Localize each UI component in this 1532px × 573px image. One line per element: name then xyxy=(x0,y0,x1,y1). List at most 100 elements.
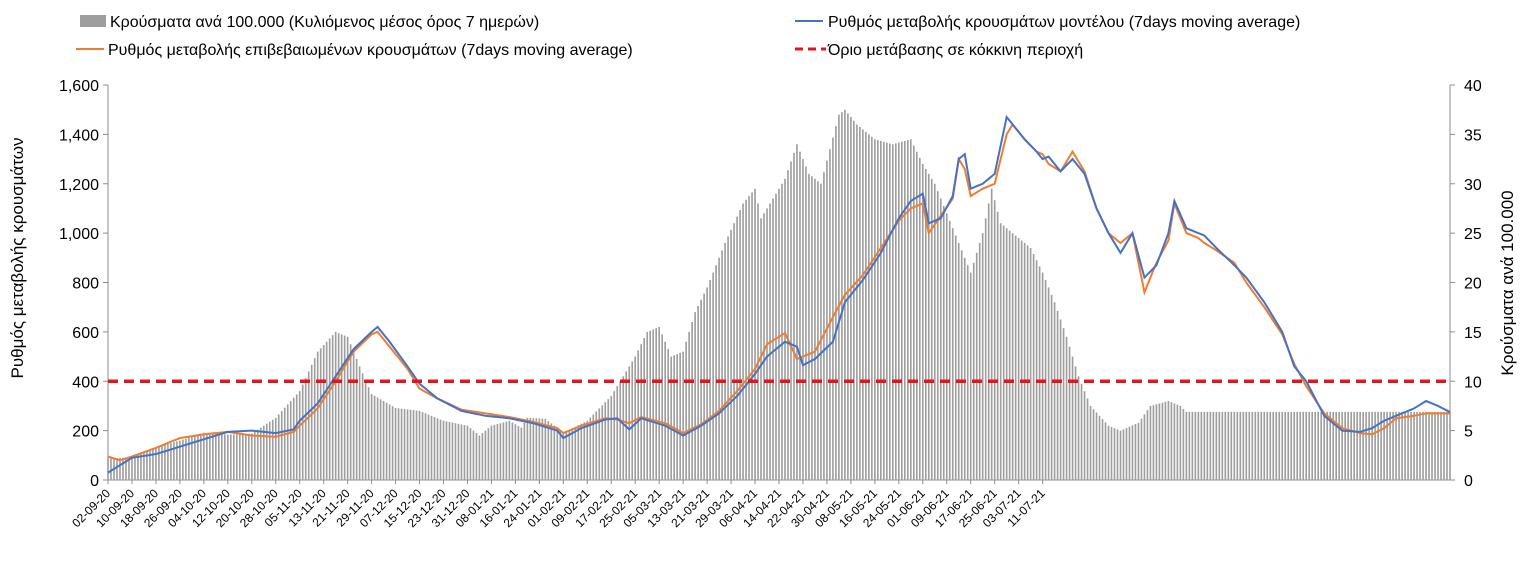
y-right-tick-label: 15 xyxy=(1464,325,1482,342)
bar xyxy=(262,425,265,480)
bar xyxy=(382,401,385,480)
bar xyxy=(1209,411,1212,480)
bar xyxy=(1035,260,1038,480)
bar xyxy=(379,399,382,480)
bar xyxy=(580,423,583,480)
bar xyxy=(388,404,391,480)
bar xyxy=(895,143,897,480)
bar xyxy=(283,407,286,480)
y-left-tick-label: 0 xyxy=(90,473,99,490)
bar xyxy=(1311,411,1314,480)
bar xyxy=(316,351,319,481)
bar xyxy=(1293,411,1296,480)
bar xyxy=(481,433,484,480)
bar xyxy=(268,421,271,480)
bar xyxy=(1278,411,1281,480)
y-right-tick-label: 35 xyxy=(1464,127,1482,144)
bar xyxy=(1287,411,1290,480)
bar xyxy=(523,422,526,480)
bar xyxy=(520,427,523,480)
bar xyxy=(838,114,840,481)
bar xyxy=(565,431,568,480)
legend-threshold-label: Όριο μετάβασης σε κόκκινη περιοχή xyxy=(827,42,1083,59)
bar xyxy=(784,178,786,480)
bar xyxy=(1146,410,1149,480)
bar xyxy=(490,425,493,480)
bar xyxy=(694,312,696,481)
bar xyxy=(457,423,460,480)
bar xyxy=(460,424,463,480)
bar xyxy=(912,145,915,481)
bar xyxy=(227,434,229,480)
bar xyxy=(1407,411,1409,480)
bar xyxy=(301,384,304,480)
bar xyxy=(954,235,957,480)
bar xyxy=(658,326,660,480)
bar xyxy=(724,243,726,480)
bar xyxy=(859,126,861,480)
bar xyxy=(1431,411,1433,480)
bar xyxy=(700,299,702,480)
bar xyxy=(1059,319,1062,480)
bar xyxy=(1083,391,1086,481)
bar xyxy=(209,433,211,480)
bar xyxy=(1242,411,1245,480)
bar xyxy=(1212,411,1215,480)
bar xyxy=(164,444,166,480)
bar xyxy=(679,352,681,480)
bar xyxy=(1284,411,1287,480)
bar xyxy=(277,414,280,480)
bar xyxy=(448,421,451,480)
bar xyxy=(535,418,538,480)
bar xyxy=(727,236,729,480)
bar xyxy=(1092,409,1095,480)
bar xyxy=(574,426,577,480)
bar xyxy=(409,409,412,480)
bar xyxy=(511,422,514,480)
bar xyxy=(951,228,954,480)
bar xyxy=(793,152,795,480)
bar xyxy=(445,421,448,480)
bar xyxy=(331,335,334,480)
bar xyxy=(1017,238,1020,480)
bar xyxy=(915,151,918,480)
bar xyxy=(463,425,466,480)
y-left-tick-label: 400 xyxy=(72,374,99,391)
bar xyxy=(334,331,337,481)
bar xyxy=(436,418,439,480)
bar xyxy=(712,272,714,481)
bar xyxy=(433,417,436,480)
bar xyxy=(1215,411,1218,480)
bar xyxy=(673,355,675,480)
bar xyxy=(814,178,816,480)
bar xyxy=(406,409,409,480)
bar xyxy=(1107,425,1110,480)
bar xyxy=(466,425,469,480)
bar xyxy=(556,427,559,480)
bar xyxy=(128,457,130,480)
bar xyxy=(715,265,717,480)
bar xyxy=(1449,411,1451,480)
tick-labels: 0 200 400 600 800 1,000 1,200 1,400 1,600 0 5 10 15 2… xyxy=(59,78,1482,530)
bar xyxy=(1116,429,1119,480)
y-left-tick-label: 800 xyxy=(72,276,99,293)
bar xyxy=(781,183,783,480)
bar xyxy=(1248,411,1251,480)
bar xyxy=(499,423,502,480)
bar xyxy=(1089,405,1092,480)
y-left-tick-label: 1,600 xyxy=(59,78,99,95)
bar xyxy=(221,434,223,480)
bar xyxy=(1299,411,1302,480)
bar xyxy=(364,380,367,480)
bar xyxy=(748,196,750,480)
bar xyxy=(1080,383,1083,480)
bar xyxy=(948,220,951,480)
bar xyxy=(622,376,625,480)
bar xyxy=(1170,402,1173,480)
bar xyxy=(110,458,112,480)
bar xyxy=(619,381,622,480)
y-right-tick-label: 25 xyxy=(1464,226,1482,243)
bar xyxy=(1383,411,1385,480)
bar xyxy=(655,328,657,480)
bar xyxy=(571,428,574,480)
